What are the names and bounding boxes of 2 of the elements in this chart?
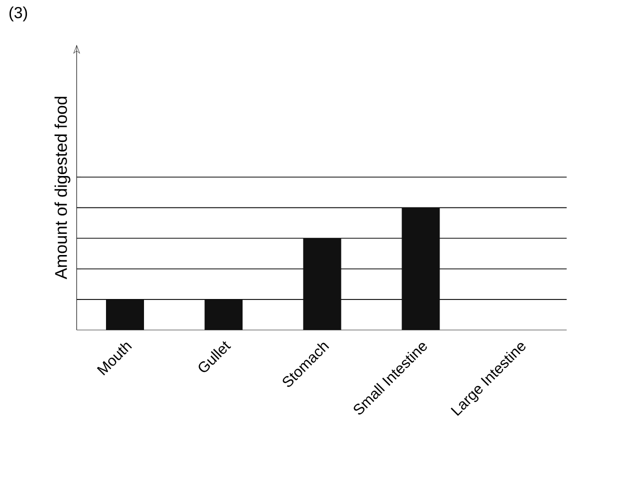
chart-title: (3) bbox=[10, 6, 28, 22]
y-axis-title: Amount of digested food bbox=[54, 96, 70, 280]
